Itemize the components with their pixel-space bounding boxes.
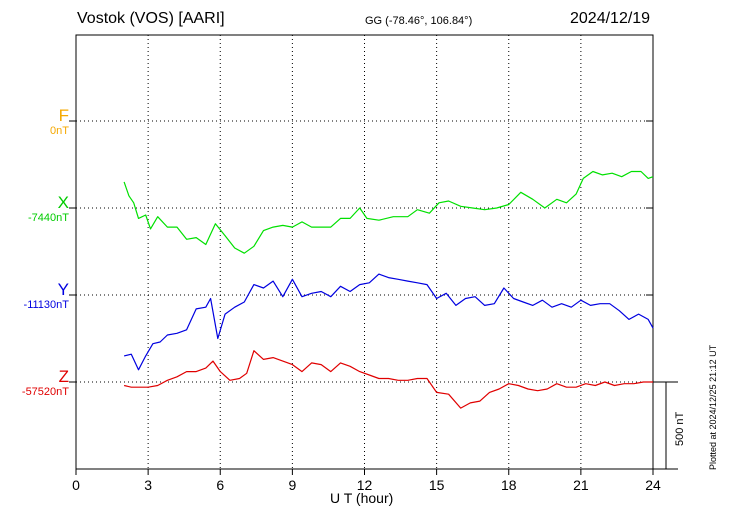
component-f-baseline: 0nT <box>50 125 69 137</box>
component-y-label: Y -11130nT <box>24 281 69 312</box>
component-f-name: F <box>58 106 69 125</box>
component-f-label: F 0nT <box>50 107 69 138</box>
station-title: Vostok (VOS) [AARI] <box>77 10 225 27</box>
x-tick-label: 15 <box>429 477 445 493</box>
x-tick-label: 24 <box>645 477 661 493</box>
x-axis-label: U T (hour) <box>330 490 394 506</box>
component-y-name: Y <box>57 280 69 299</box>
component-y-baseline: -11130nT <box>23 299 69 311</box>
component-x-baseline: -7440nT <box>28 212 69 224</box>
component-z-name: Z <box>58 367 69 386</box>
plot-date: 2024/12/19 <box>570 10 651 27</box>
component-z-label: Z -57520nT <box>22 368 69 399</box>
component-x-name: X <box>57 193 69 212</box>
grid <box>76 35 653 469</box>
x-tick-label: 21 <box>573 477 589 493</box>
component-z-baseline: -57520nT <box>21 386 69 398</box>
component-x-label: X -7440nT <box>28 194 69 225</box>
coordinates: GG (-78.46°, 106.84°) <box>365 15 473 27</box>
scale-bar <box>653 381 678 470</box>
scale-label: 500 nT <box>674 411 686 446</box>
x-tick-label: 6 <box>216 477 224 493</box>
trace-z <box>123 350 653 409</box>
trace-y <box>123 273 654 371</box>
x-tick-label: 0 <box>72 477 80 493</box>
x-tick-label: 3 <box>144 477 152 493</box>
plotted-timestamp: Plotted at 2024/12/25 21:12 UT <box>708 344 718 470</box>
x-tick-label: 18 <box>501 477 517 493</box>
traces <box>123 170 654 409</box>
x-tick-label: 9 <box>288 477 296 493</box>
x-axis-ticks: 0 3 6 9 12 15 18 21 24 <box>69 120 661 493</box>
trace-x <box>123 170 654 254</box>
x-tick-label: 12 <box>357 477 373 493</box>
